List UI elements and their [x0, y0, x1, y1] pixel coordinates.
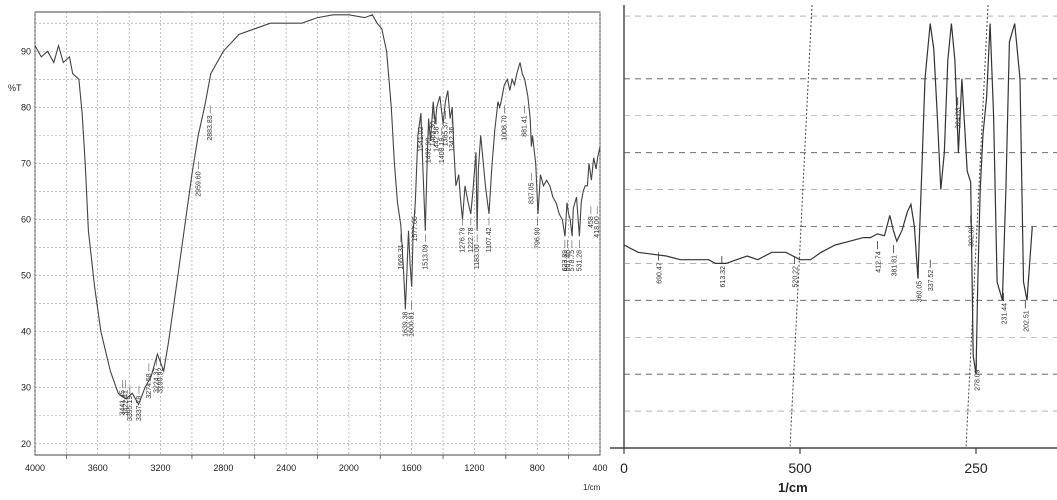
left-x-tick-label: 2000 — [339, 463, 359, 473]
left-peak-label: 2883.83 — [207, 115, 214, 140]
left-peak-label: 2959.60 — [195, 171, 202, 196]
left-y-tick-label: 90 — [21, 46, 31, 56]
right-vertical-gridline — [789, 4, 813, 449]
right-x-tick-label: 500 — [788, 460, 812, 476]
left-peak-label: 1008.70 — [501, 115, 508, 140]
right-peak-label: 381.81 — [892, 255, 899, 277]
left-x-minor-tick-labels — [65, 455, 570, 459]
left-peak-label: 1442.58 — [433, 126, 440, 151]
left-peak-label: 3274.58 — [146, 373, 153, 398]
right-peak-label: 324.03 — [956, 107, 963, 129]
left-x-tick-label: 1600 — [402, 463, 422, 473]
left-y-tick-label: 40 — [21, 327, 31, 337]
right-peak-label: 202.51 — [1023, 310, 1030, 332]
left-x-tick-label: 3600 — [88, 463, 108, 473]
left-peak-label: 1639.38 — [402, 311, 409, 336]
left-x-axis-label: 1/cm — [583, 483, 601, 492]
left-x-tick-labels: 4000 3600 3200 2800 2400 2000 1600 1200 800 400 — [25, 463, 608, 473]
right-peak-label: 360.05 — [916, 281, 923, 303]
left-x-tick-label: 3200 — [151, 463, 171, 473]
left-peak-label: 1408.19 — [439, 138, 446, 163]
left-peak-label: 1463.30 — [430, 121, 437, 146]
left-peak-label: 881.41 — [521, 115, 528, 137]
right-vertical-gridline — [965, 4, 989, 449]
left-peak-label: 418.00 — [594, 216, 601, 238]
left-x-tick-label: 4000 — [25, 463, 45, 473]
left-peak-label: 1577.66 — [412, 216, 419, 241]
left-peak-label: 623.89 — [562, 250, 569, 272]
left-peak-label: 1600.81 — [409, 311, 416, 336]
left-peak-label: 1513.09 — [422, 244, 429, 269]
right-spectrum-line — [623, 23, 1033, 375]
left-peak-label: 1669.31 — [398, 244, 405, 269]
left-peak-label: 3422.41 — [123, 390, 130, 415]
left-peak-label: 458 — [588, 216, 595, 228]
left-peak-label: 837.05 — [528, 183, 535, 205]
left-y-tick-label: 20 — [21, 439, 31, 449]
right-spectrum-panel: 690.47 613.32 520.22 412.74 381.81 360.05 337.… — [610, 4, 1057, 495]
right-peak-label: 278.09 — [974, 369, 981, 391]
right-peak-label: 613.32 — [720, 266, 727, 288]
left-peak-label: 578.75 — [569, 250, 576, 272]
left-x-tick-label: 1200 — [464, 463, 484, 473]
left-x-tick-label: 800 — [530, 463, 545, 473]
right-peak-label: 412.74 — [875, 251, 882, 273]
left-y-tick-label: 80 — [21, 102, 31, 112]
left-peak-label: 1107.42 — [486, 227, 493, 252]
right-peak-label: 231.44 — [1001, 303, 1008, 325]
right-peak-label: 337.52 — [928, 270, 935, 292]
left-x-tick-label: 2400 — [276, 463, 296, 473]
left-y-tick-label: 70 — [21, 158, 31, 168]
left-peak-label: 3224.37 — [154, 368, 161, 393]
left-peak-label: 3441.45 — [120, 390, 127, 415]
right-peak-label: 520.22 — [792, 266, 799, 288]
left-y-tick-label: 30 — [21, 383, 31, 393]
left-peak-label: 3395.19 — [127, 396, 134, 421]
right-x-tick-labels: 0 500 250 — [620, 448, 988, 476]
right-x-axis-label: 1/cm — [778, 480, 808, 495]
left-peak-label: 3337.78 — [136, 396, 143, 421]
right-peak-label: 690.47 — [656, 262, 663, 284]
left-peak-label: 1276.79 — [459, 227, 466, 252]
left-peak-label: 796.90 — [535, 227, 542, 249]
left-peak-label: 1222.78 — [468, 227, 475, 252]
left-y-tick-label: 60 — [21, 214, 31, 224]
left-peak-label: 1492.90 — [425, 138, 432, 163]
left-peak-label: 1183.00 — [474, 244, 481, 269]
left-peak-label: 1342.36 — [449, 126, 456, 151]
left-peak-label: 607.46 — [564, 250, 571, 272]
left-y-axis-label: %T — [8, 83, 22, 93]
left-grid — [34, 12, 601, 455]
right-x-tick-label: 250 — [964, 460, 988, 476]
right-peak-label: 302.90 — [969, 225, 976, 247]
left-y-tick-labels: 90 80 70 60 50 40 30 20 — [21, 46, 31, 449]
left-peak-label: 3199.92 — [158, 368, 165, 393]
left-y-tick-label: 50 — [21, 271, 31, 281]
left-x-tick-label: 400 — [592, 463, 607, 473]
left-x-tick-label: 2800 — [213, 463, 233, 473]
left-peak-label: 531.28 — [576, 250, 583, 272]
left-peak-label: 1385.37 — [442, 121, 449, 146]
left-spectrum-line — [34, 14, 601, 406]
right-x-tick-label: 0 — [620, 460, 628, 476]
right-grid — [624, 4, 1057, 449]
